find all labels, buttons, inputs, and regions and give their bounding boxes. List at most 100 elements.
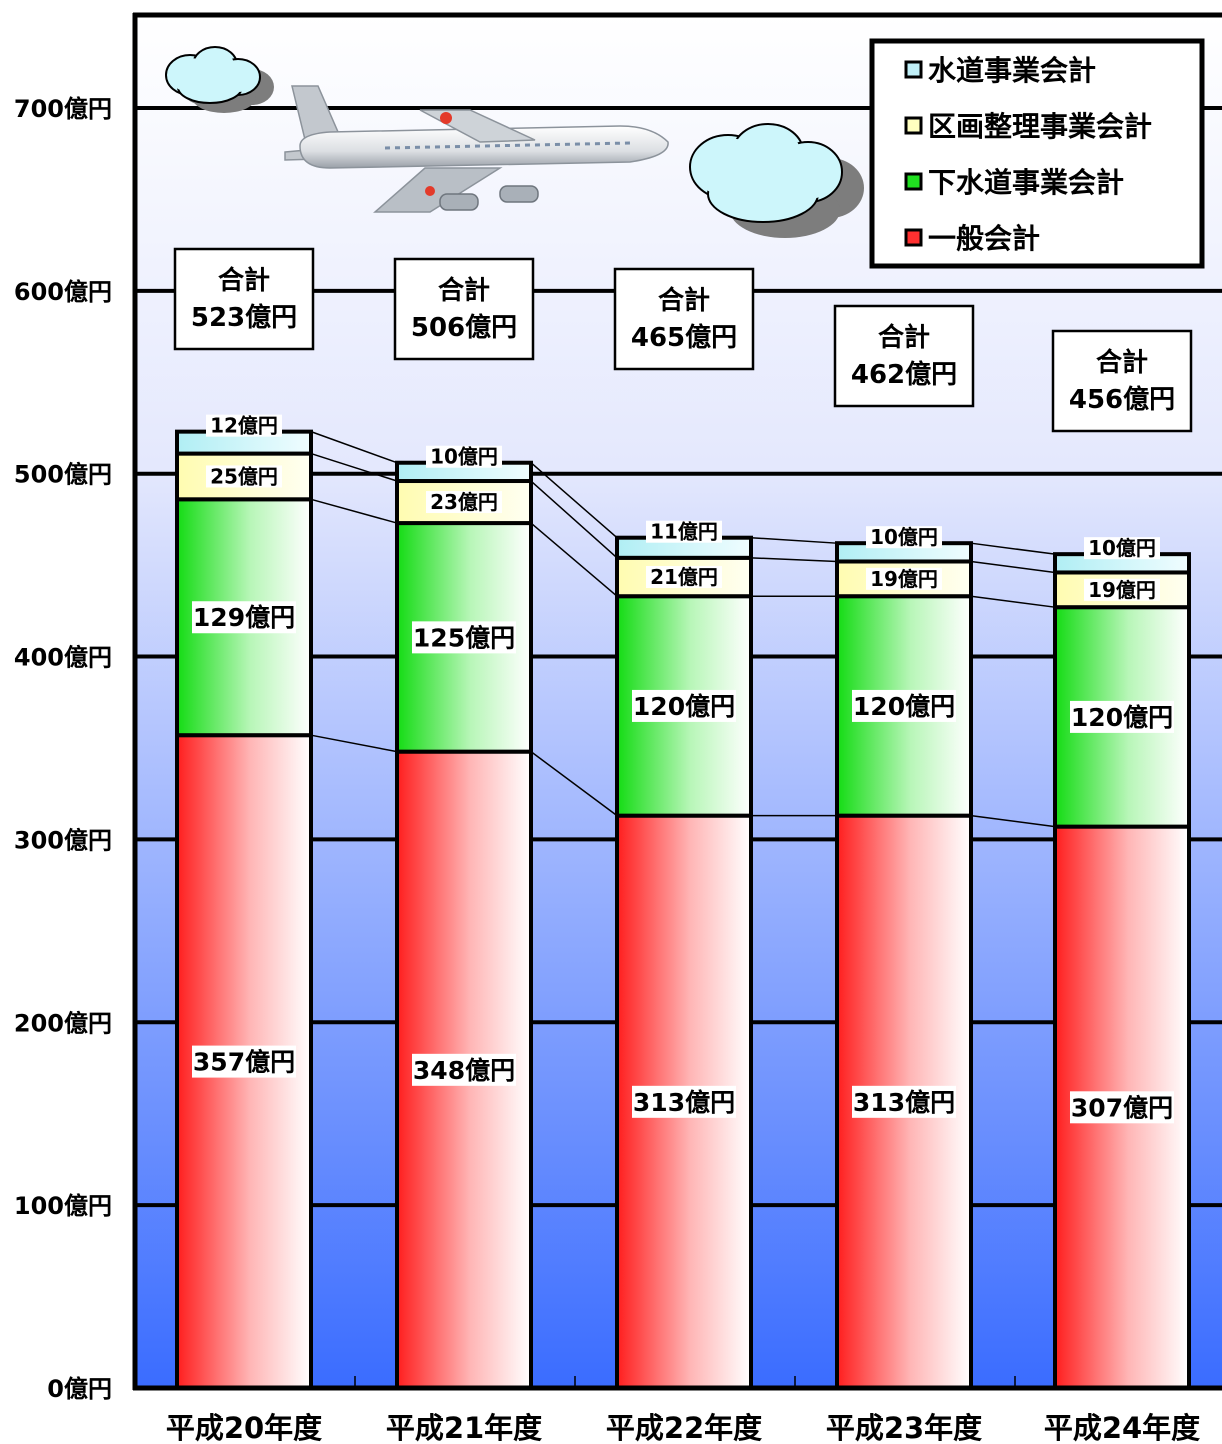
data-label: 348億円 [413,1056,515,1085]
total-heading: 合計 [658,285,710,316]
y-tick-label: 100億円 [14,1192,112,1220]
cloud-icon [689,123,864,238]
data-label-background [192,1045,296,1078]
total-heading: 合計 [218,265,270,296]
connector-line [970,814,1056,828]
data-label-background [1084,578,1160,601]
data-label: 357億円 [193,1048,295,1077]
legend-box [869,38,1205,269]
data-label-background [866,526,942,549]
total-value: 465億円 [631,323,737,353]
total-value: 462億円 [851,360,957,390]
y-tick-label: 400億円 [14,644,112,672]
legend-label: 一般会計 [928,222,1040,255]
data-label: 120億円 [853,692,955,721]
data-label: 12億円 [210,414,278,438]
total-box [613,267,755,371]
data-label-background [426,491,502,514]
total-heading: 合計 [438,275,490,306]
data-label: 120億円 [633,692,735,721]
data-label-background [1070,1091,1174,1124]
y-tick-label: 700億円 [14,95,112,123]
axes [132,12,1222,1391]
total-heading: 合計 [1096,347,1148,378]
data-label: 19億円 [1088,578,1156,602]
data-label-background [426,445,502,468]
legend-swatch [904,228,923,247]
total-value: 506億円 [411,313,517,343]
legend-swatch [904,172,923,191]
total-value: 456億円 [1069,385,1175,415]
connector-lines [310,430,1056,828]
data-label-background [866,567,942,590]
y-axis-ticks: 0億円 100億円 200億円 300億円 400億円 500億円 600億円 700億円 [14,95,112,1403]
x-tick-label: 平成20年度 [166,1411,322,1444]
data-label: 25億円 [210,464,278,488]
data-label: 23億円 [430,490,498,514]
connector-line [530,751,618,817]
data-label-background [206,465,282,488]
y-tick-label: 600億円 [14,278,112,306]
data-label: 307億円 [1071,1093,1173,1122]
total-heading: 合計 [878,322,930,353]
data-label-background [192,601,296,634]
x-tick-label: 平成23年度 [826,1411,982,1444]
data-label-background [412,1053,516,1086]
data-label: 120億円 [1071,703,1173,732]
connector-line [970,560,1056,574]
x-tick-label: 平成22年度 [606,1411,762,1444]
data-label: 10億円 [1088,536,1156,560]
legend-label: 水道事業会計 [928,54,1096,87]
connector-line [530,522,618,597]
connector-line [310,498,398,524]
connector-line [970,542,1056,555]
data-label-background [206,414,282,437]
data-label-background [852,689,956,722]
x-tick-label: 平成24年度 [1044,1411,1200,1444]
x-tick-label: 平成21年度 [386,1411,542,1444]
y-tick-label: 0億円 [47,1375,112,1403]
legend-swatch [904,60,923,79]
connector-line [750,536,838,544]
data-label: 10億円 [430,445,498,469]
data-label-background [1070,700,1174,733]
data-label: 313億円 [853,1088,955,1117]
data-label: 125億円 [413,623,515,652]
decorations [165,46,864,238]
legend-label: 区画整理事業会計 [928,110,1152,143]
data-label: 10億円 [870,525,938,549]
data-label-background [632,1085,736,1118]
total-box [1051,329,1193,433]
data-label-background [412,621,516,654]
y-tick-label: 300億円 [14,826,112,854]
x-axis-ticks: 平成20年度 平成21年度 平成22年度 平成23年度 平成24年度 [166,1376,1200,1444]
total-value: 523億円 [191,303,297,333]
y-tick-label: 500億円 [14,461,112,489]
data-label: 313億円 [633,1088,735,1117]
connector-line [530,462,618,539]
legend-label: 下水道事業会計 [928,166,1124,199]
data-label: 19億円 [870,567,938,591]
data-label: 129億円 [193,603,295,632]
data-label: 21億円 [650,565,718,589]
connector-line [750,557,838,563]
data-label-background [632,689,736,722]
data-label-background [852,1085,956,1118]
connector-line [310,734,398,753]
total-box [393,257,535,361]
airplane-icon [284,85,669,213]
segment-labels: 357億円 129億円 25億円 12億円 348億円 125億円 23億円 10億円 313億… [192,414,1174,1124]
cloud-icon [165,46,274,113]
connector-line [530,480,618,559]
data-label-background [646,566,722,589]
total-box [173,247,315,351]
connector-line [310,452,398,482]
legend-swatch [904,116,923,135]
data-label-background [646,520,722,543]
connector-line [310,430,398,464]
data-label: 11億円 [650,520,718,544]
connector-line [970,595,1056,608]
